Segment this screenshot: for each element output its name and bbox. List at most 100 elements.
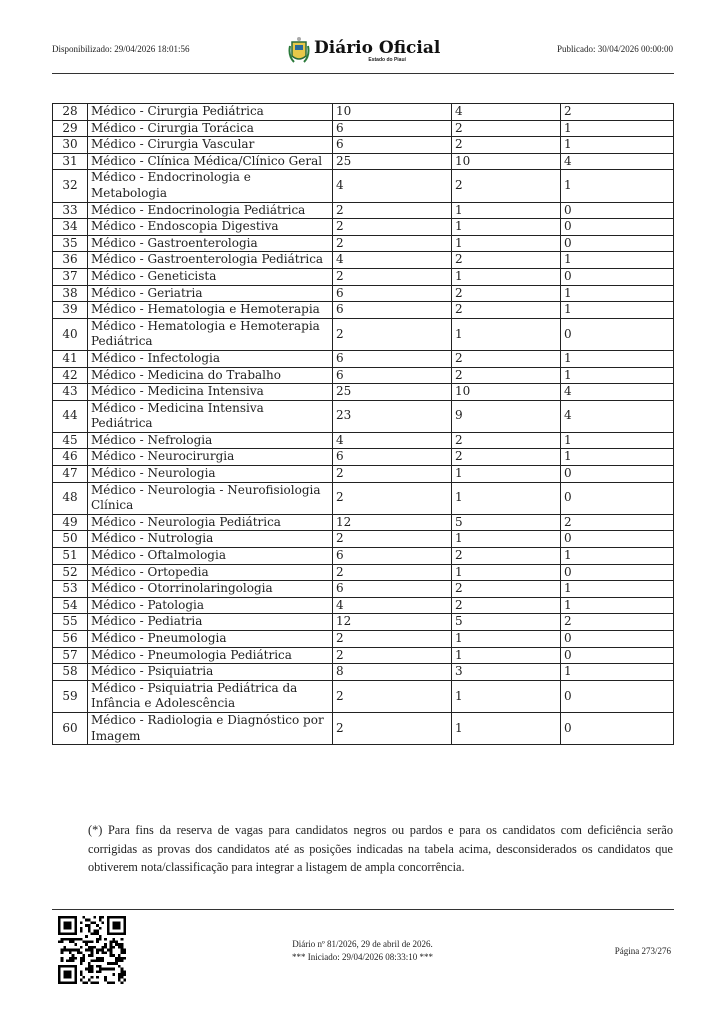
row-number: 33 (52, 201, 88, 220)
row-number: 52 (52, 563, 88, 582)
reserve-pcd-value: 4 (560, 383, 674, 401)
table-row: 32 Médico - Endocrinologia e Metabologia 4… (52, 169, 674, 203)
table-row: 45 Médico - Nefrologia 4 2 1 (52, 431, 674, 450)
table-row: 33 Médico - Endocrinologia Pediátrica 2 1 0 (52, 201, 674, 220)
vacancies-value: 23 (332, 399, 452, 433)
table-row: 42 Médico - Medicina do Trabalho 6 2 1 (52, 366, 674, 385)
reserve-pcd-value: 1 (560, 580, 674, 598)
vacancies-value: 2 (332, 646, 452, 665)
table-row: 43 Médico - Medicina Intensiva 25 10 4 (52, 383, 674, 401)
reserve-pcd-value: 2 (560, 103, 674, 121)
reserve-black-value: 1 (451, 234, 561, 253)
vacancies-value: 2 (332, 465, 452, 483)
reserve-black-value: 2 (451, 119, 561, 138)
row-number: 48 (52, 481, 88, 515)
position-name: Médico - Cirurgia Vascular (87, 136, 333, 154)
position-name: Médico - Hematologia e Hemoterapia (87, 301, 333, 319)
table-row: 57 Médico - Pneumologia Pediátrica 2 1 0 (52, 646, 674, 665)
row-number: 34 (52, 218, 88, 236)
logo-title: Diário Oficial (314, 38, 441, 58)
reserve-black-value: 10 (451, 383, 561, 401)
reserve-black-value: 1 (451, 317, 561, 351)
table-row: 28 Médico - Cirurgia Pediátrica 10 4 2 (52, 103, 674, 121)
reserve-black-value: 1 (451, 630, 561, 648)
position-name: Médico - Infectologia (87, 349, 333, 368)
reserve-pcd-value: 1 (560, 136, 674, 154)
table-row: 53 Médico - Otorrinolaringologia 6 2 1 (52, 580, 674, 598)
reserve-pcd-value: 1 (560, 431, 674, 450)
table-row: 60 Médico - Radiologia e Diagnóstico por … (52, 711, 674, 746)
row-number: 59 (52, 679, 88, 713)
table-row: 41 Médico - Infectologia 6 2 1 (52, 349, 674, 368)
position-name: Médico - Medicina Intensiva Pediátrica (87, 399, 333, 433)
table-row: 51 Médico - Oftalmologia 6 2 1 (52, 547, 674, 565)
reserve-pcd-value: 1 (560, 169, 674, 203)
reserve-pcd-value: 0 (560, 234, 674, 253)
reserve-black-value: 5 (451, 513, 561, 532)
vacancies-value: 8 (332, 663, 452, 681)
table-row: 58 Médico - Psiquiatria 8 3 1 (52, 663, 674, 681)
position-name: Médico - Geriatria (87, 284, 333, 303)
vacancies-value: 6 (332, 301, 452, 319)
row-number: 36 (52, 251, 88, 269)
position-name: Médico - Medicina do Trabalho (87, 366, 333, 385)
reserve-pcd-value: 1 (560, 547, 674, 565)
table-row: 46 Médico - Neurocirurgia 6 2 1 (52, 448, 674, 467)
reserve-black-value: 10 (451, 152, 561, 171)
table-row: 50 Médico - Nutrologia 2 1 0 (52, 530, 674, 549)
table-row: 44 Médico - Medicina Intensiva Pediátrica… (52, 399, 674, 433)
reserve-black-value: 2 (451, 169, 561, 203)
vacancies-value: 2 (332, 317, 452, 351)
vacancies-value: 25 (332, 152, 452, 171)
reserve-black-value: 1 (451, 465, 561, 483)
position-name: Médico - Pneumologia Pediátrica (87, 646, 333, 665)
reserve-black-value: 4 (451, 103, 561, 121)
reserve-pcd-value: 0 (560, 646, 674, 665)
row-number: 57 (52, 646, 88, 665)
reserve-black-value: 1 (451, 711, 561, 746)
row-number: 58 (52, 663, 88, 681)
row-number: 46 (52, 448, 88, 467)
reserve-pcd-value: 0 (560, 317, 674, 351)
table-row: 36 Médico - Gastroenterologia Pediátrica 4… (52, 251, 674, 269)
position-name: Médico - Psiquiatria Pediátrica da Infân… (87, 679, 333, 713)
row-number: 54 (52, 596, 88, 615)
reserve-black-value: 5 (451, 613, 561, 631)
page-number: Página 273/276 (614, 946, 671, 956)
vacancies-value: 6 (332, 448, 452, 467)
reserve-pcd-value: 1 (560, 251, 674, 269)
reserve-pcd-value: 0 (560, 201, 674, 220)
reserve-pcd-value: 1 (560, 301, 674, 319)
row-number: 47 (52, 465, 88, 483)
table-row: 55 Médico - Pediatria 12 5 2 (52, 613, 674, 631)
row-number: 42 (52, 366, 88, 385)
position-name: Médico - Gastroenterologia Pediátrica (87, 251, 333, 269)
position-name: Médico - Neurocirurgia (87, 448, 333, 467)
position-name: Médico - Otorrinolaringologia (87, 580, 333, 598)
position-name: Médico - Patologia (87, 596, 333, 615)
vacancies-value: 6 (332, 580, 452, 598)
table-row: 56 Médico - Pneumologia 2 1 0 (52, 630, 674, 648)
reserve-black-value: 1 (451, 679, 561, 713)
reserve-pcd-value: 1 (560, 284, 674, 303)
reserve-black-value: 1 (451, 646, 561, 665)
reserve-black-value: 2 (451, 251, 561, 269)
reserve-pcd-value: 1 (560, 663, 674, 681)
row-number: 38 (52, 284, 88, 303)
vacancies-value: 2 (332, 234, 452, 253)
diario-oficial-logo: Diário Oficial Estado do Piauí (288, 36, 440, 66)
position-name: Médico - Geneticista (87, 267, 333, 286)
started-info: *** Iniciado: 29/04/2026 08:33:10 *** (292, 952, 433, 962)
row-number: 49 (52, 513, 88, 532)
reserve-black-value: 9 (451, 399, 561, 433)
reserve-black-value: 2 (451, 596, 561, 615)
footer-info: Diário nº 81/2026, 29 de abril de 2026. … (0, 938, 725, 964)
table-row: 38 Médico - Geriatria 6 2 1 (52, 284, 674, 303)
vacancies-value: 6 (332, 284, 452, 303)
row-number: 30 (52, 136, 88, 154)
header-divider (52, 73, 674, 74)
vacancies-value: 6 (332, 136, 452, 154)
reserve-black-value: 2 (451, 580, 561, 598)
position-name: Médico - Ortopedia (87, 563, 333, 582)
